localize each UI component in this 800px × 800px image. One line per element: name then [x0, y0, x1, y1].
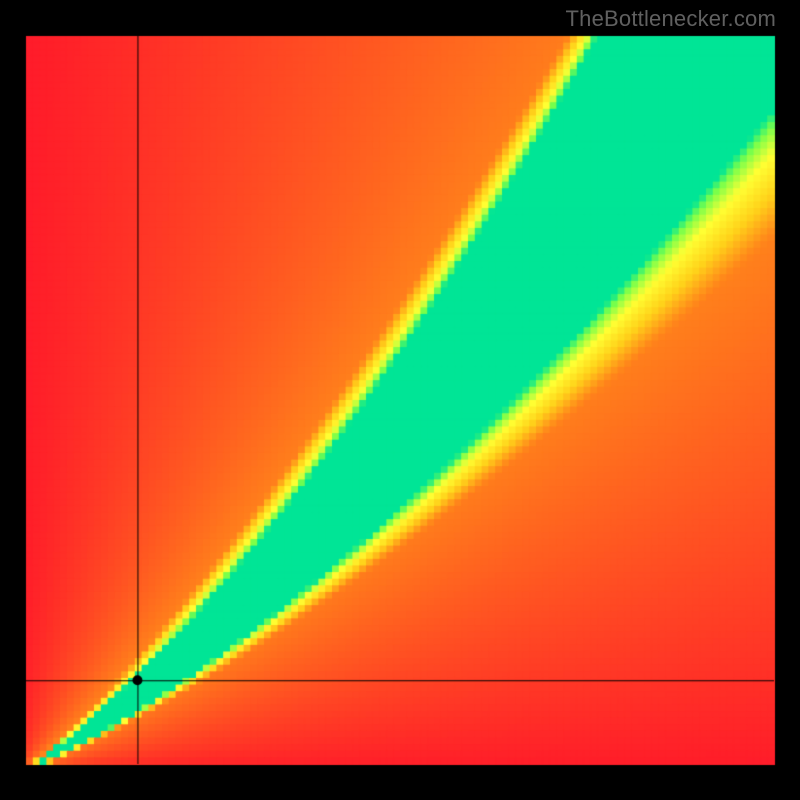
bottleneck-heatmap: [0, 0, 800, 800]
watermark-text: TheBottlenecker.com: [566, 6, 776, 32]
